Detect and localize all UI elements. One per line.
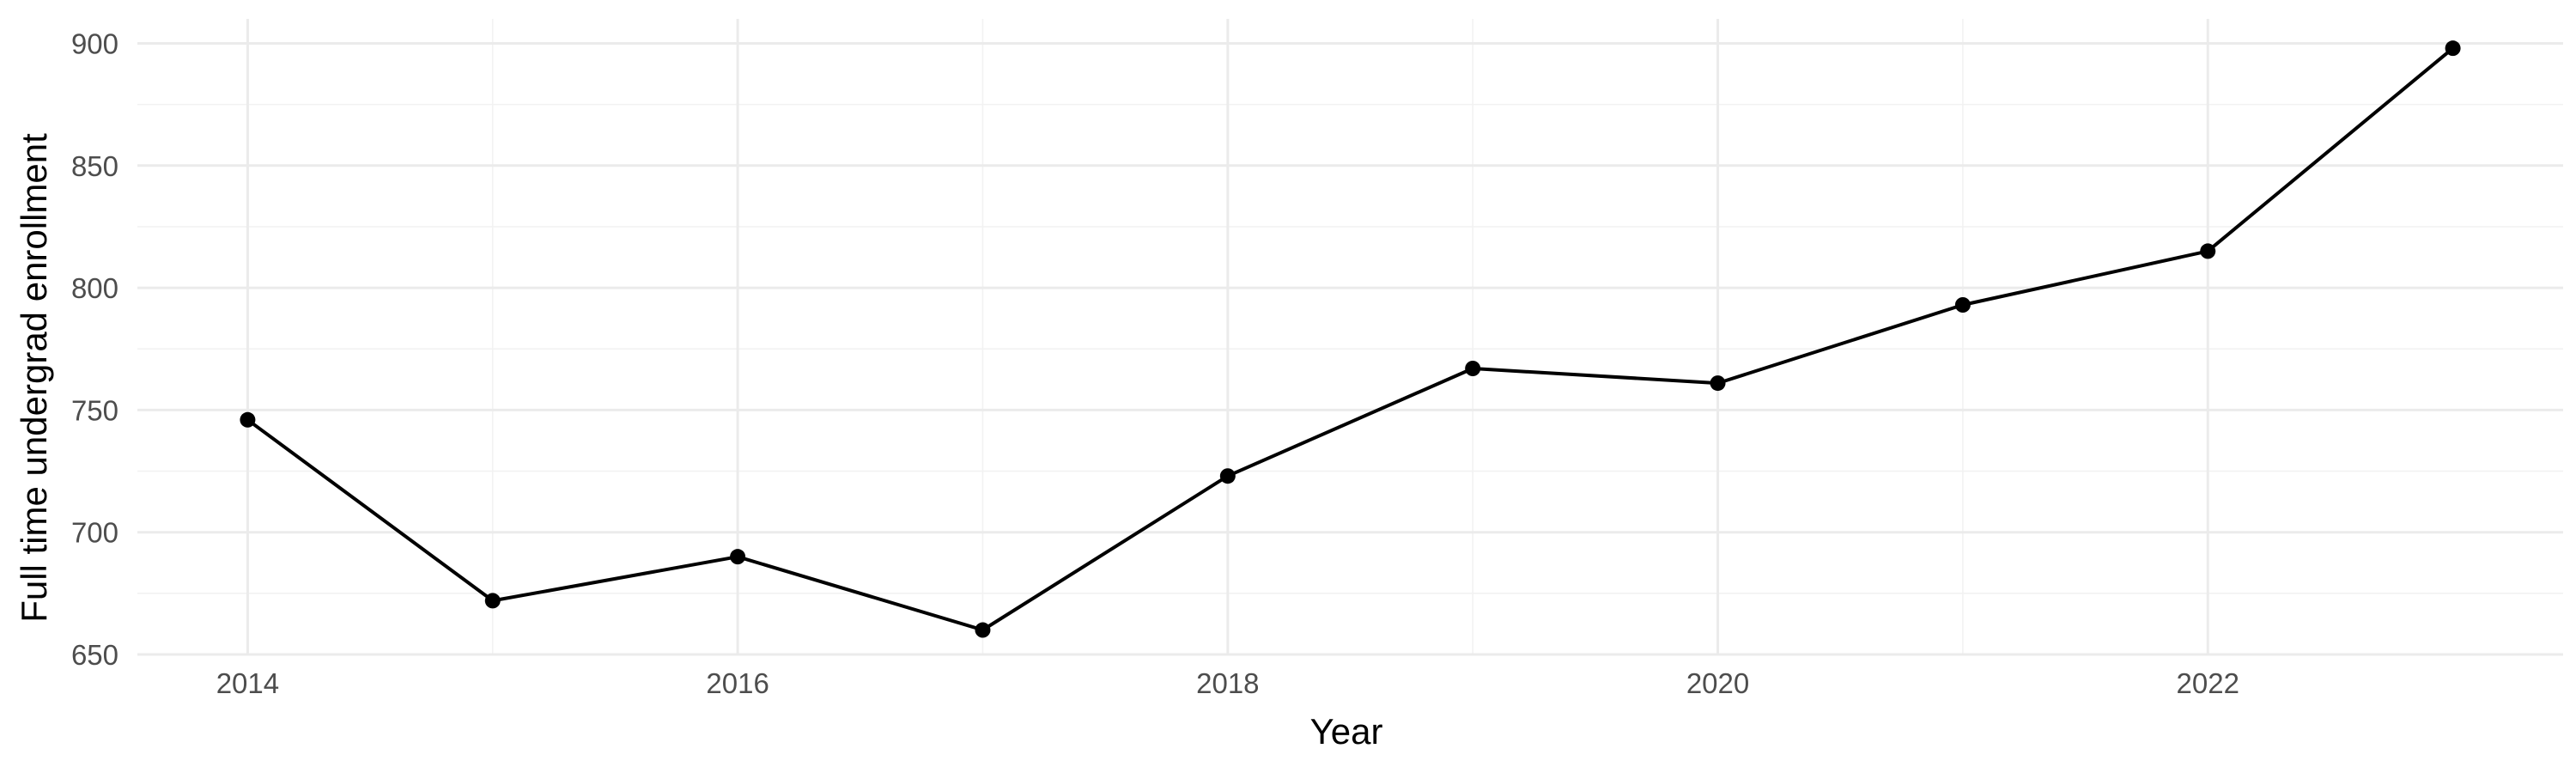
y-tick-label: 700 — [71, 517, 118, 549]
data-point — [2200, 243, 2216, 259]
data-point — [484, 593, 501, 609]
grid — [137, 19, 2563, 656]
y-tick-label: 900 — [71, 27, 118, 59]
y-tick-label: 800 — [71, 272, 118, 304]
data-point — [975, 622, 991, 638]
data-point — [730, 549, 746, 565]
series-line — [246, 46, 2455, 632]
y-axis-ticks: 650 700 750 800 850 900 — [71, 27, 118, 671]
data-point — [1219, 468, 1236, 484]
y-tick-label: 750 — [71, 394, 118, 426]
y-tick-label: 650 — [71, 639, 118, 671]
data-point — [1710, 375, 1726, 392]
x-tick-label: 2014 — [216, 667, 279, 699]
data-point — [240, 411, 256, 428]
series-layer — [240, 40, 2461, 638]
data-point — [1954, 297, 1971, 313]
x-axis-title: Year — [1310, 711, 1383, 752]
x-tick-label: 2020 — [1686, 667, 1749, 699]
x-tick-label: 2022 — [2177, 667, 2239, 699]
y-tick-label: 850 — [71, 150, 118, 182]
x-axis-ticks: 2014 2016 2018 2020 2022 — [216, 667, 2239, 699]
data-point — [2445, 40, 2461, 57]
x-tick-label: 2018 — [1196, 667, 1259, 699]
data-point — [1465, 361, 1481, 376]
x-tick-label: 2016 — [706, 667, 769, 699]
y-axis-title: Full time undergrad enrollment — [14, 133, 54, 623]
